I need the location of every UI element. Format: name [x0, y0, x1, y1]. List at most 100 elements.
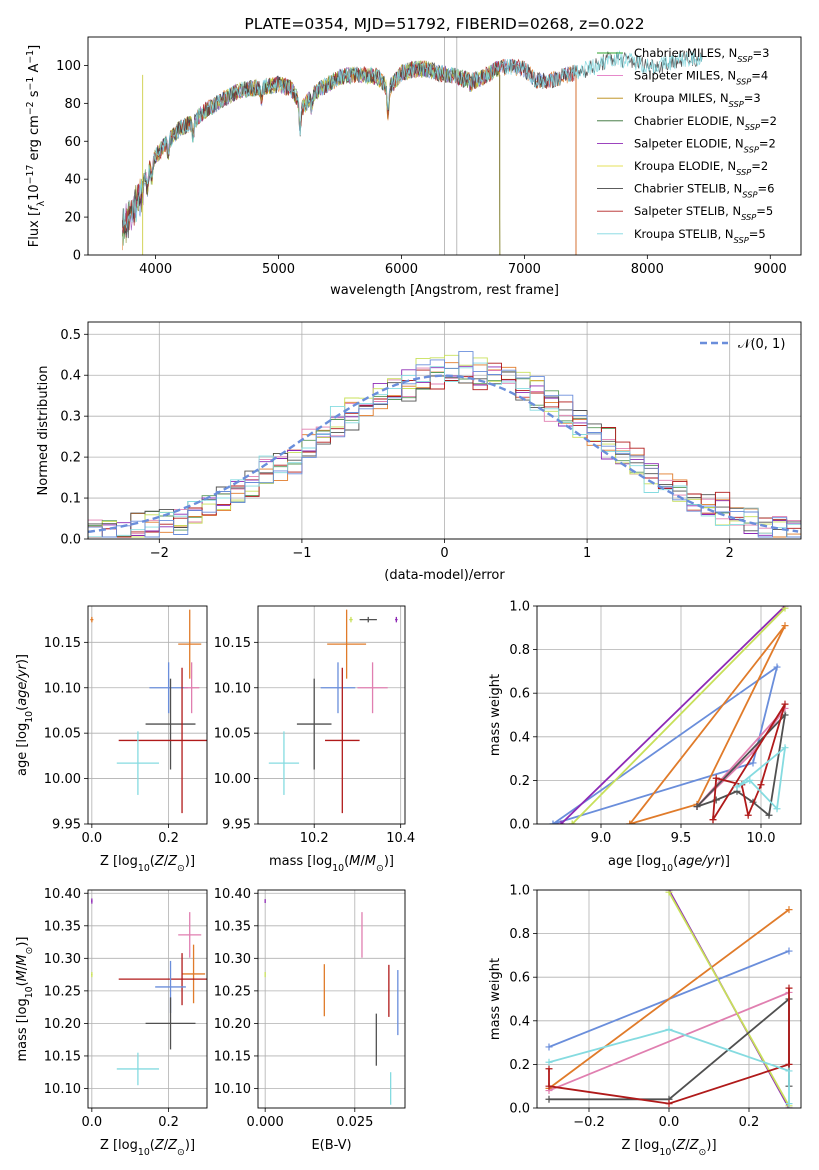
x-axis-label-part: Z — [167, 854, 178, 869]
y-axis-label: mass [log10(M/M⊙)] — [15, 937, 35, 1062]
x-axis-label-part: Z — [154, 1138, 165, 1153]
x-axis-label-part: )] — [720, 854, 730, 869]
points — [264, 899, 399, 1105]
y-axis-label-part: ( — [15, 981, 30, 986]
weight-marker — [773, 805, 781, 813]
legend-label-part: =5 — [749, 227, 766, 241]
weight-series — [629, 625, 786, 824]
weight-marker — [781, 744, 789, 752]
x-tick-label: 0.0 — [659, 1115, 680, 1130]
weight-series — [548, 1028, 790, 1104]
y-tick-label: 10.10 — [214, 681, 251, 696]
age_vs_Z-frame — [87, 605, 208, 825]
y-tick-label: 10.40 — [214, 887, 251, 902]
age_vs_mass-frame — [257, 605, 406, 825]
weight-marker — [744, 811, 752, 819]
x-axis-label: (data-model)/error — [384, 568, 505, 583]
legend-label-part: SSP — [736, 77, 751, 87]
y-axis-label-part: Flux [ — [27, 211, 42, 247]
residuals-frame — [87, 321, 802, 540]
y-axis-label-part: ] — [27, 45, 42, 50]
legend-label-part: SSP — [734, 235, 749, 245]
y-tick-label: 0.8 — [509, 927, 530, 942]
x-tick-label: 10.2 — [300, 831, 329, 846]
weight-marker — [545, 1065, 553, 1073]
lines — [549, 606, 789, 824]
y-axis-label-part: M — [15, 970, 30, 981]
legend-label-part: =5 — [756, 204, 773, 218]
y-axis-label-part: −1 — [25, 50, 36, 64]
y-tick-label: 10.30 — [214, 952, 251, 967]
x-axis-label-part: Z — [154, 854, 165, 869]
x-tick-label: 0.000 — [247, 1115, 284, 1130]
legend-label: Salpeter ELODIE, NSSP=2 — [634, 136, 776, 154]
y-axis-label-part: age [log — [15, 723, 30, 776]
legend-label: Kroupa STELIB, NSSP=5 — [634, 227, 766, 245]
x-tick-label: 0.2 — [739, 1115, 760, 1130]
lines — [545, 890, 793, 1108]
weight_vs_age-axes: 9.0 9.5 10.0 0.0 0.2 0.4 0.6 0.8 1.0 age [log10(a… — [488, 600, 801, 874]
legend-label-part: =6 — [757, 182, 774, 196]
x-tick-label: 0.0 — [81, 831, 102, 846]
x-axis-label-part: Z [log — [100, 854, 138, 869]
spectrum-series — [122, 50, 703, 239]
weight-marker — [545, 1058, 553, 1066]
x-tick-label: 1 — [583, 546, 591, 561]
x-axis-label: E(B-V) — [311, 1138, 351, 1153]
y-axis-label-part: age/yr — [15, 662, 30, 705]
x-axis-label-part: ⊙ — [699, 1147, 707, 1158]
legend-label-part: =3 — [744, 91, 761, 105]
x-axis-label: age [log10(age/yr)] — [608, 854, 730, 874]
weight-marker — [626, 820, 634, 824]
x-axis-label-part: 10 — [661, 863, 673, 874]
legend-label-part: =4 — [751, 69, 768, 83]
x-tick-label: 10.4 — [386, 831, 415, 846]
weight-marker — [545, 1043, 553, 1051]
legend-label-part: =2 — [759, 136, 776, 150]
y-axis-label-part: λ — [36, 200, 47, 206]
legend-label: 𝒩(0, 1) — [738, 337, 785, 352]
x-axis-label-part: ⊙ — [177, 1147, 185, 1158]
legend-label-part: Salpeter ELODIE, N — [634, 136, 744, 150]
legend-label-part: Kroupa ELODIE, N — [634, 159, 736, 173]
y-tick-label: 9.95 — [52, 818, 81, 833]
y-tick-label: 10.00 — [44, 772, 81, 787]
y-tick-label: 10.25 — [214, 984, 251, 999]
x-axis-label-part: Z — [689, 1138, 700, 1153]
weight-marker — [785, 1067, 793, 1075]
y-tick-label: 100 — [56, 59, 81, 74]
x-tick-label: 4000 — [139, 262, 172, 277]
y-tick-label: 0.6 — [509, 687, 530, 702]
histogram-series — [88, 362, 801, 538]
y-tick-label: 10.25 — [44, 984, 81, 999]
legend-label-part: Salpeter STELIB, N — [634, 204, 741, 218]
y-tick-label: 10.05 — [44, 727, 81, 742]
legend-label: Chabrier STELIB, NSSP=6 — [634, 182, 774, 200]
y-axis-label-part: 10 — [27, 184, 42, 201]
y-axis-label-part: )] — [15, 937, 30, 947]
y-tick-label: 10.10 — [44, 1082, 81, 1097]
weight_vs_Z-axes: −0.2 0.0 0.20.00.20.40.60.81.0Z [log10(Z/Z… — [488, 884, 801, 1158]
legend-label: Chabrier ELODIE, NSSP=2 — [634, 114, 777, 132]
x-axis-label-part: ( — [344, 854, 349, 869]
weight-series — [552, 664, 779, 824]
y-tick-label: 10.05 — [214, 727, 251, 742]
y-tick-label: 0 — [73, 249, 81, 264]
weight-marker — [568, 820, 576, 824]
y-tick-label: 10.15 — [214, 1049, 251, 1064]
y-tick-label: 10.20 — [214, 1017, 251, 1032]
y-tick-label: 10.35 — [44, 919, 81, 934]
x-tick-label: −1 — [292, 546, 311, 561]
weight-marker — [781, 606, 789, 612]
y-axis-label-part: 10 — [24, 986, 35, 998]
mass_vs_Z-axes: 0.0 0.2 10.10 10.15 10.20 10.25 10.30 10.35 10.4… — [15, 887, 207, 1158]
x-axis-label: Z [log10(Z/Z⊙)] — [100, 1138, 195, 1158]
residuals-axes: −2 −1 0 1 2 0.0 0.1 0.2 0.3 0.4 0.5 (data-model)/er… — [36, 322, 801, 583]
normal-curve — [88, 374, 799, 533]
x-tick-label: 8000 — [631, 262, 664, 277]
y-axis-label-part: )] — [15, 654, 30, 664]
legend-label-part: Chabrier MILES, N — [634, 46, 737, 60]
weight-marker — [781, 622, 789, 630]
legend-label-part: =3 — [752, 46, 769, 60]
y-tick-label: 10.30 — [44, 952, 81, 967]
